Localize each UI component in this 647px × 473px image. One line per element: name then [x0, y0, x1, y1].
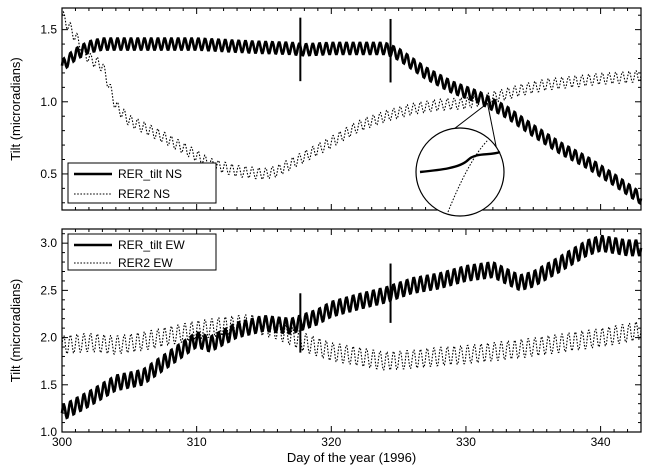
top-panel: 0.5 1.0 1.5 Tilt (microradians) RER_tilt NS R…	[8, 7, 643, 217]
x-tick-label: 340	[591, 435, 611, 449]
inset-circle	[415, 127, 505, 217]
y-tick-label: 1.5	[40, 378, 57, 392]
y-tick-label: 1.5	[40, 23, 57, 37]
plot-frame	[61, 7, 642, 211]
legend-label: RER_tilt NS	[118, 167, 182, 181]
y-axis-title: Tilt (microradians)	[8, 57, 23, 161]
legend-label: RER2 EW	[118, 256, 173, 270]
series-line-2	[61, 10, 642, 180]
y-tick-label: 1.0	[40, 95, 57, 109]
x-tick-label: 310	[187, 435, 207, 449]
x-axis-title: Day of the year (1996)	[287, 450, 416, 465]
y-tick-label: 0.5	[40, 167, 57, 181]
legend-box	[67, 162, 217, 204]
y-tick-label: 3.0	[40, 236, 57, 250]
bottom-panel: 300 310 320 330 340 Day of the year (1996) 1.0…	[8, 228, 643, 465]
x-tick-label: 330	[456, 435, 476, 449]
inset-dotted-trace	[447, 139, 489, 213]
legend-label: RER2 NS	[118, 187, 170, 201]
series-line-1	[60, 234, 643, 420]
series-line-2	[61, 314, 642, 371]
legend-label: RER_tilt EW	[118, 238, 185, 252]
series-line-1	[60, 37, 643, 206]
inset-solid-trace	[419, 150, 501, 174]
y-axis-title: Tilt (microradians)	[8, 279, 23, 383]
y-tick-label: 2.0	[40, 331, 57, 345]
legend-box	[67, 233, 217, 271]
y-tick-label: 2.5	[40, 283, 57, 297]
x-tick-label: 300	[52, 435, 72, 449]
x-tick-label: 320	[321, 435, 341, 449]
plot-frame	[61, 228, 642, 433]
y-tick-label: 1.0	[40, 425, 57, 439]
